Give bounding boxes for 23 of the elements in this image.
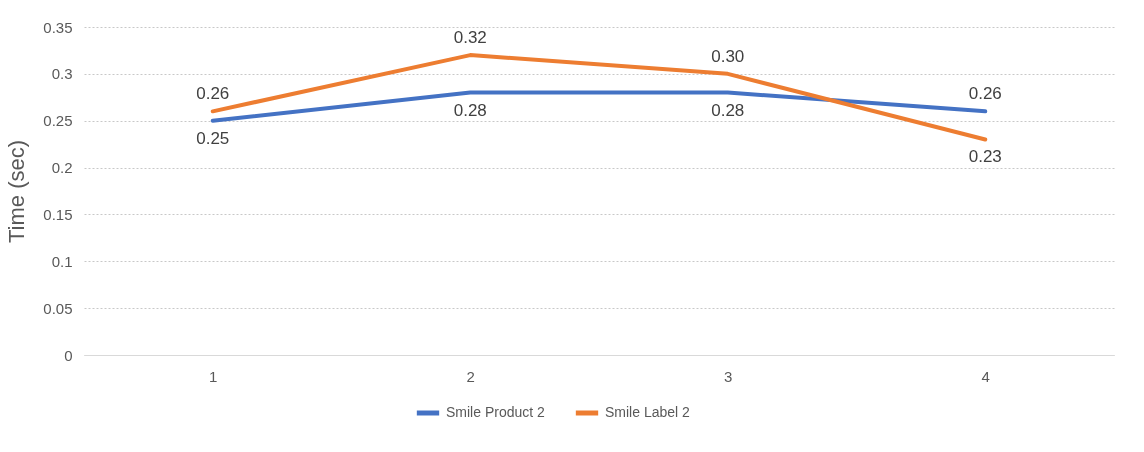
data-label: 0.23 <box>968 147 1002 167</box>
y-tick-label: 0.2 <box>51 159 73 177</box>
y-tick-label: 0.3 <box>51 65 73 83</box>
legend-label: Smile Label 2 <box>605 404 691 420</box>
data-label: 0.28 <box>711 100 745 120</box>
y-tick-label: 0.05 <box>43 299 73 317</box>
data-label: 0.32 <box>453 28 487 48</box>
y-tick-label: 0.1 <box>51 252 73 270</box>
y-tick-label: 0.25 <box>43 112 73 130</box>
x-tick-label: 4 <box>981 367 990 385</box>
y-axis-title: Time (sec) <box>4 139 30 244</box>
data-label: 0.30 <box>711 46 745 66</box>
x-tick-label: 3 <box>724 367 733 385</box>
data-label: 0.26 <box>968 84 1002 104</box>
legend-label: Smile Product 2 <box>446 404 546 420</box>
data-label: 0.26 <box>196 84 230 104</box>
y-tick-label: 0.15 <box>43 205 73 223</box>
y-tick-label: 0.35 <box>43 18 73 36</box>
x-tick-label: 1 <box>209 367 218 385</box>
data-label: 0.28 <box>453 100 487 120</box>
y-tick-label: 0 <box>64 346 73 364</box>
data-label: 0.25 <box>196 128 230 148</box>
x-tick-label: 2 <box>466 367 475 385</box>
